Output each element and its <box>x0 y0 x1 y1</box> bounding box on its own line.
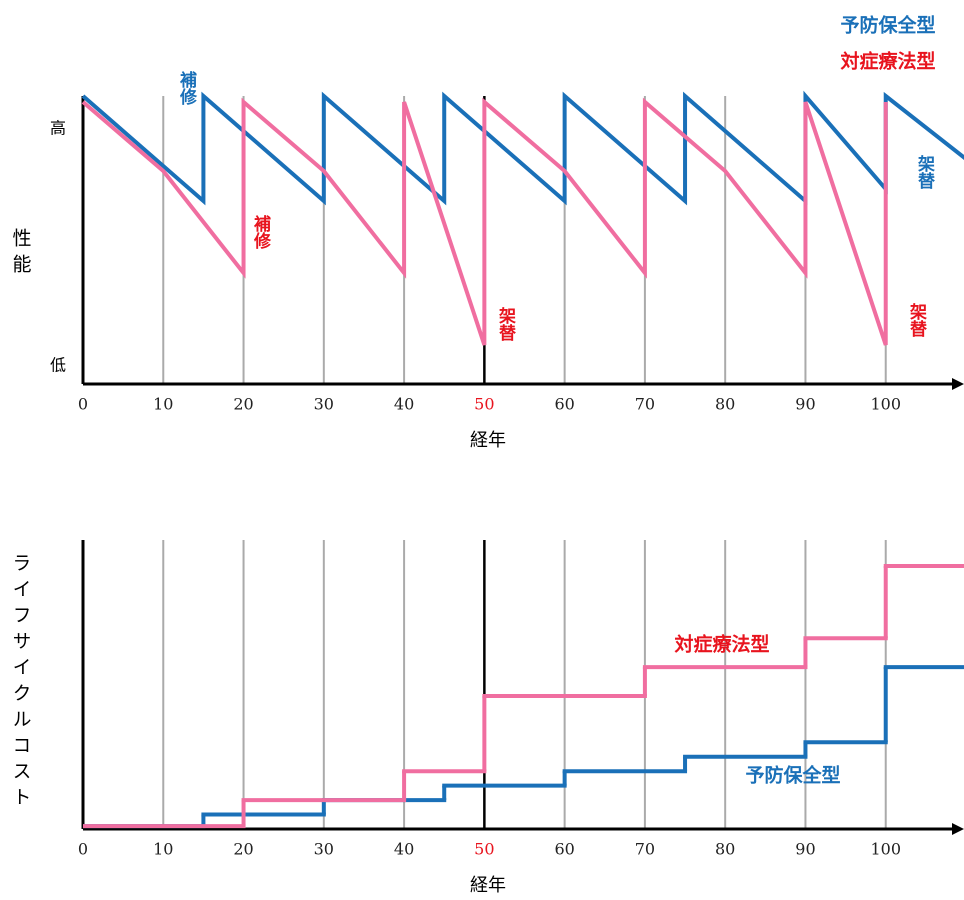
annotation: 補修 <box>176 70 198 106</box>
x-tick-label: 10 <box>153 840 173 859</box>
x-tick-label: 80 <box>715 395 735 414</box>
annotation: 架替 <box>914 154 935 190</box>
series-line <box>81 97 888 346</box>
annotation: 架替 <box>495 306 516 342</box>
x-tick-label: 0 <box>78 395 88 414</box>
x-axis-label: 経年 <box>470 430 506 451</box>
x-tick-label: 50 <box>474 395 494 414</box>
annotation: 補修 <box>250 214 272 250</box>
x-tick-label: 100 <box>870 395 901 414</box>
y-tick-label: 低 <box>50 356 66 375</box>
series-label: 予防保全型 <box>745 764 840 787</box>
y-axis-label: 性能 <box>10 228 32 280</box>
x-tick-label: 60 <box>554 840 574 859</box>
legend-label: 予防保全型 <box>840 14 935 37</box>
x-tick-label: 100 <box>870 840 901 859</box>
x-tick-label: 40 <box>394 395 414 414</box>
x-axis-arrow <box>952 823 964 835</box>
series-label: 対症療法型 <box>673 633 769 656</box>
x-tick-label: 10 <box>153 395 173 414</box>
x-tick-label: 90 <box>795 395 815 414</box>
x-tick-label: 0 <box>78 840 88 859</box>
x-tick-label: 40 <box>394 840 414 859</box>
x-tick-label: 20 <box>233 840 253 859</box>
y-axis-label: ライフサイクルコスト <box>10 553 32 813</box>
x-tick-label: 50 <box>474 840 494 859</box>
series-line <box>81 90 964 206</box>
x-tick-label: 80 <box>715 840 735 859</box>
x-tick-label: 20 <box>233 395 253 414</box>
x-tick-label: 70 <box>635 840 655 859</box>
annotation: 架替 <box>906 302 927 338</box>
x-tick-label: 70 <box>635 395 655 414</box>
x-axis-arrow <box>952 378 964 390</box>
x-tick-label: 60 <box>554 395 574 414</box>
x-tick-label: 90 <box>795 840 815 859</box>
y-tick-label: 高 <box>50 119 66 138</box>
legend-label: 対症療法型 <box>839 50 935 73</box>
x-tick-label: 30 <box>314 840 334 859</box>
x-axis-label: 経年 <box>470 875 506 896</box>
x-tick-label: 30 <box>314 395 334 414</box>
